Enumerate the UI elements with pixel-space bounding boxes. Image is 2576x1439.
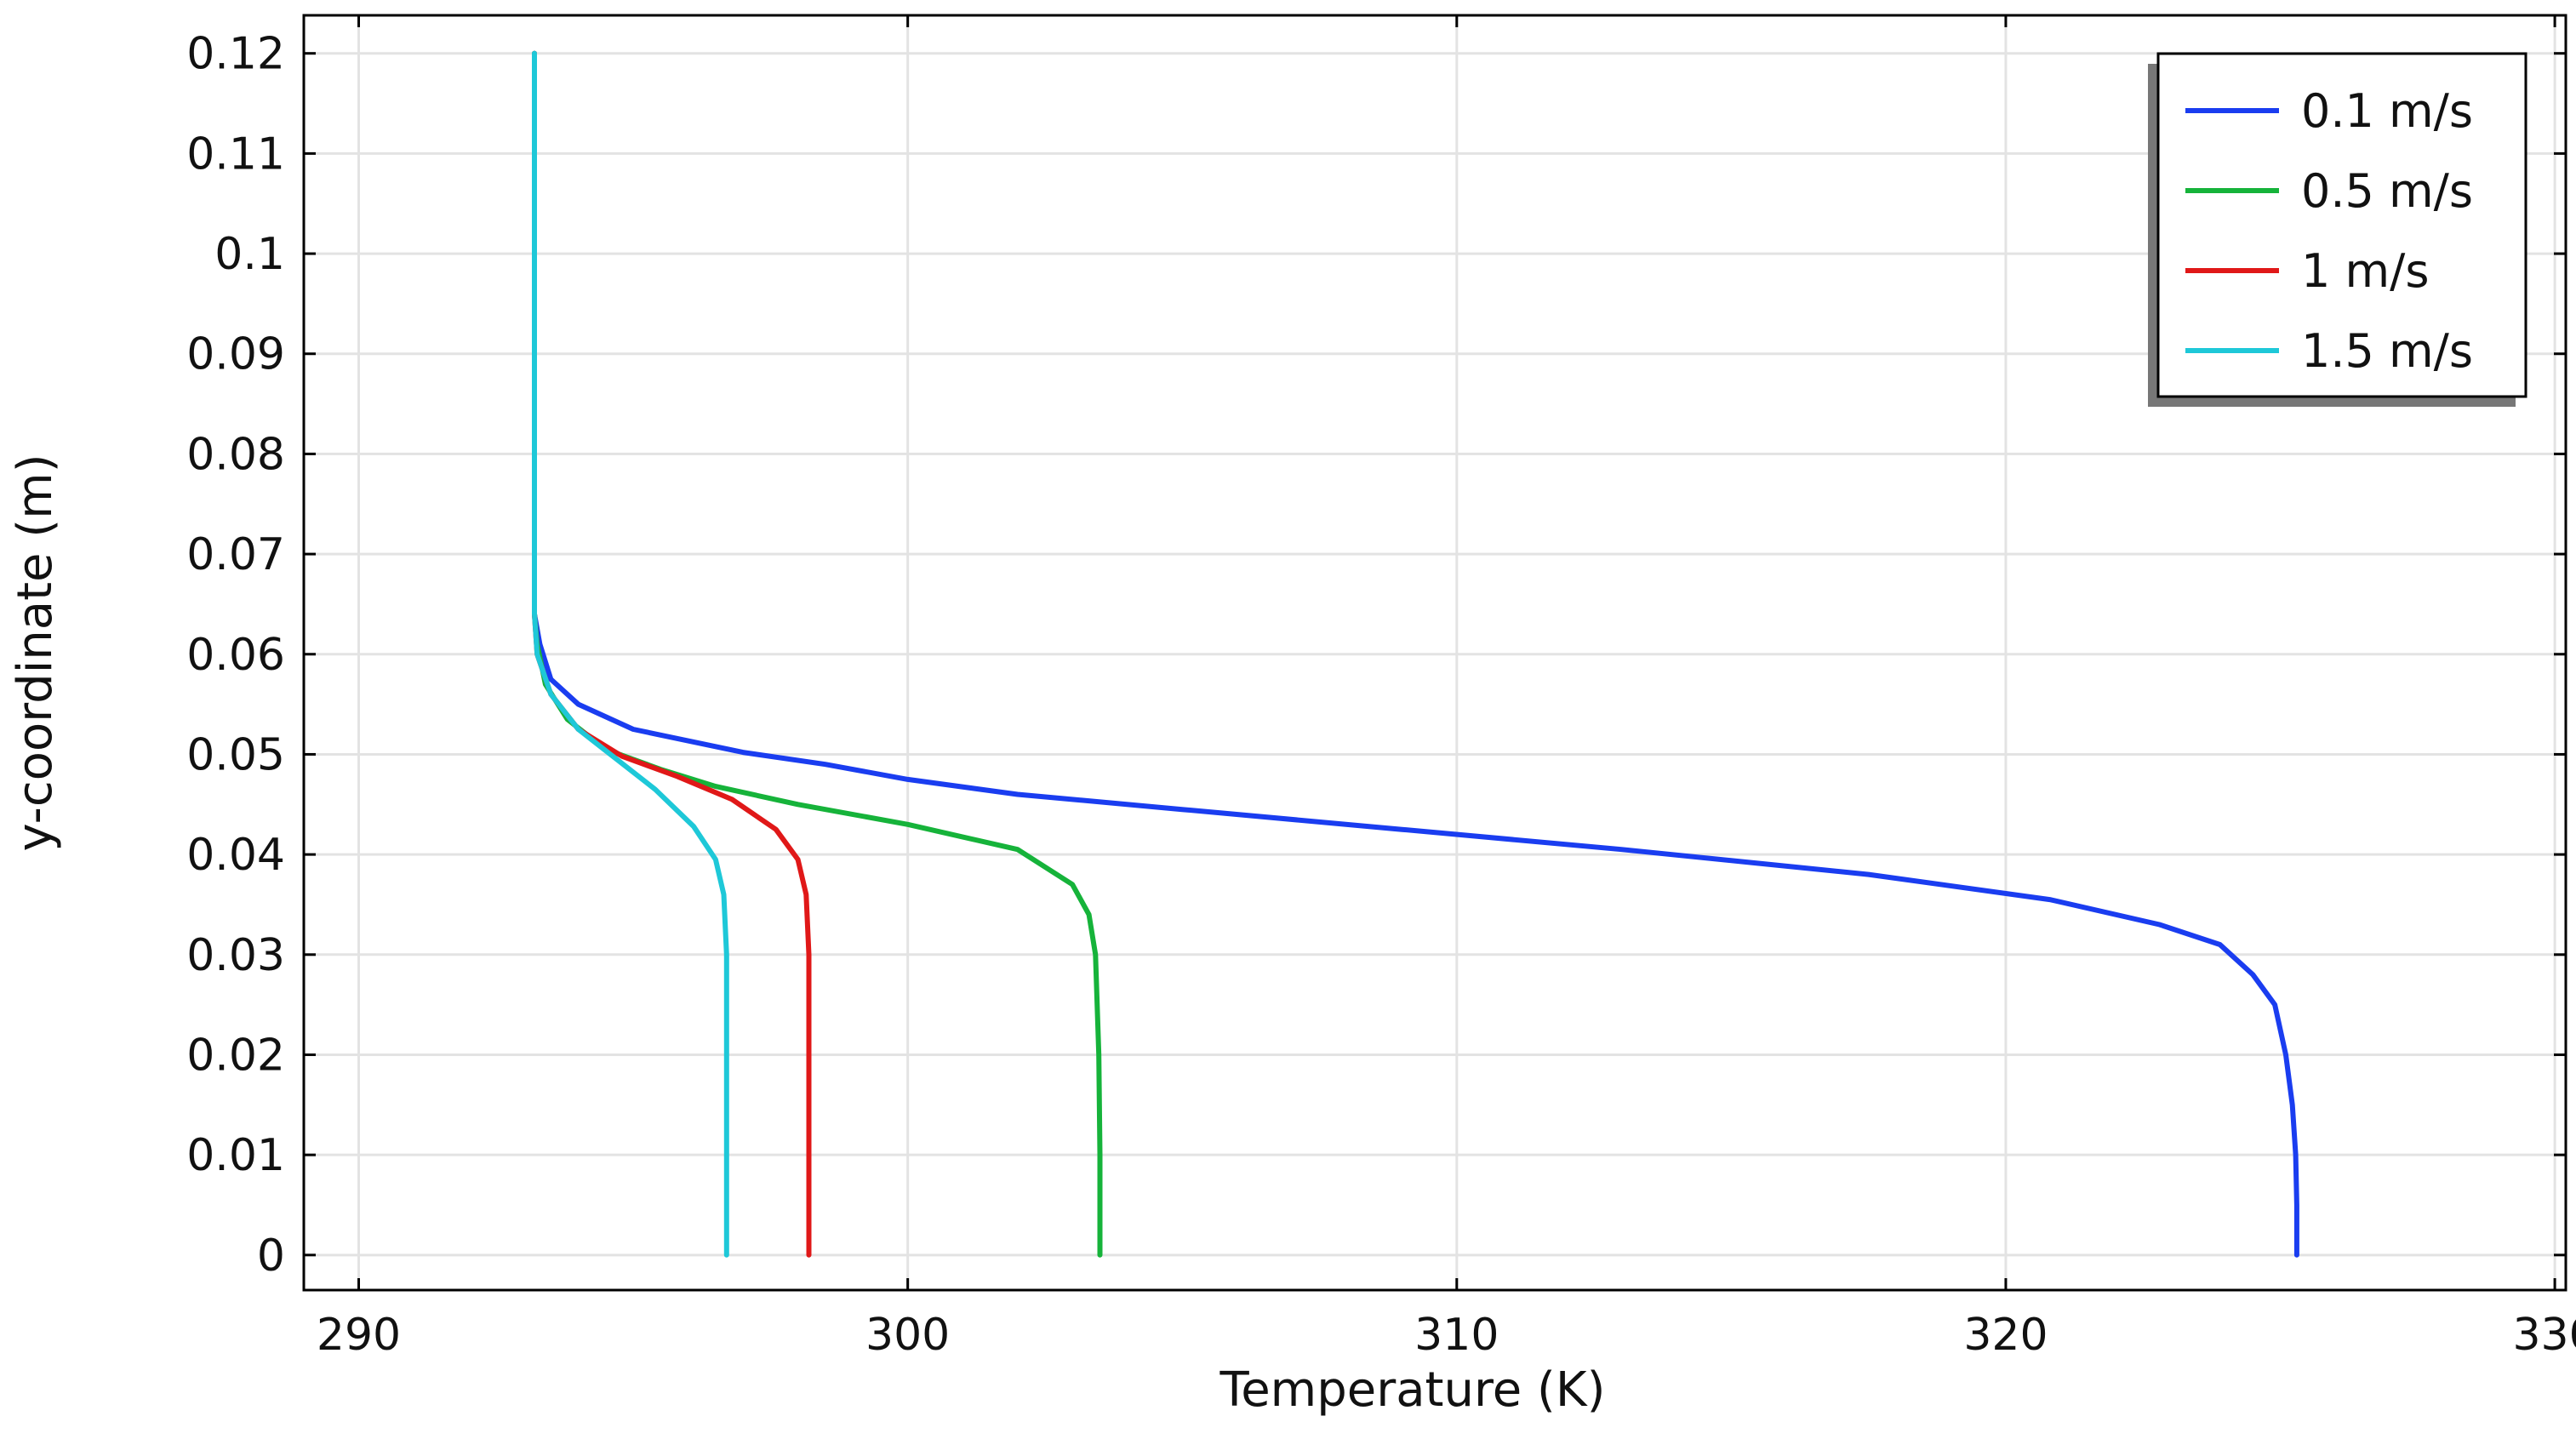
x-tick-label: 310 — [1414, 1310, 1499, 1361]
y-tick-label: 0.09 — [186, 329, 285, 380]
plot-frame — [302, 14, 2567, 1292]
y-axis-title: y-coordinate (m) — [8, 454, 63, 851]
x-tick-label: 300 — [865, 1310, 950, 1361]
y-tick-label: 0.07 — [186, 529, 285, 580]
y-tick-label: 0.08 — [186, 429, 285, 480]
x-tick-label: 330 — [2512, 1310, 2576, 1361]
y-tick-label: 0.01 — [186, 1130, 285, 1181]
y-tick-label: 0.02 — [186, 1030, 285, 1081]
grid-lines — [304, 15, 2566, 1290]
y-tick-label: 0.05 — [186, 729, 285, 780]
y-tick-label: 0 — [257, 1231, 285, 1282]
y-tick-label: 0.1 — [214, 229, 285, 280]
y-tick-label: 0.04 — [186, 830, 285, 881]
legend: 0.1 m/s 0.5 m/s 1 m/s 1.5 m/s — [2148, 52, 2527, 407]
axis-ticks: 290 300 310 320 330 0 0.01 0.02 0.03 0.04 0.05 0.06… — [186, 15, 2576, 1361]
legend-label: 0.5 m/s — [2301, 164, 2473, 218]
legend-label: 0.1 m/s — [2301, 84, 2473, 138]
legend-label: 1.5 m/s — [2301, 324, 2473, 378]
series-lines — [532, 50, 2299, 1258]
x-axis-title: Temperature (K) — [1219, 1362, 1606, 1418]
series-line-0-1-m-s — [532, 50, 2299, 1258]
legend-label: 1 m/s — [2301, 244, 2429, 298]
series-line-1-5-m-s — [532, 50, 729, 1258]
x-tick-label: 320 — [1963, 1310, 2048, 1361]
y-tick-label: 0.12 — [186, 29, 285, 80]
y-tick-label: 0.06 — [186, 630, 285, 681]
x-tick-label: 290 — [317, 1310, 401, 1361]
y-tick-label: 0.11 — [186, 128, 285, 180]
y-tick-label: 0.03 — [186, 930, 285, 981]
